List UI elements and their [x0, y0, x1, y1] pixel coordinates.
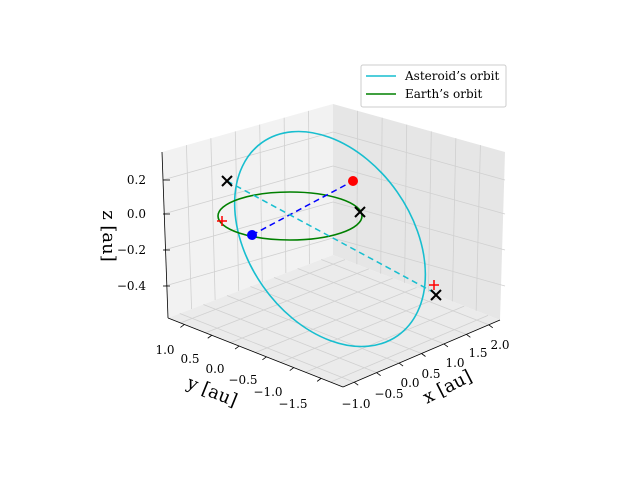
floor-grid-line [305, 305, 465, 373]
floor-grid-line [280, 296, 441, 363]
right-wall-grid-line [380, 117, 383, 274]
left-wall-grid-line [283, 117, 287, 274]
x-tick [353, 381, 359, 386]
floor-grid-line [330, 314, 489, 383]
right-wall-grid-line [451, 138, 457, 302]
legend-label-asteroid: Asteroid’s orbit [404, 69, 499, 83]
right-wall-grid-line [356, 110, 358, 265]
left-wall-grid-line [186, 145, 192, 310]
asteroid-orbit-line [233, 130, 427, 348]
floor-grid-line [297, 268, 467, 335]
legend-box [360, 64, 507, 108]
floor-grid-line [255, 287, 417, 353]
grid-lines [162, 110, 506, 383]
x-marker [221, 175, 233, 187]
z-tick-label: −0.2 [117, 243, 146, 257]
plus-marker [217, 216, 227, 226]
z-tick-label: 0.0 [127, 207, 146, 221]
orbit-markers [217, 175, 442, 301]
x-marker [430, 289, 442, 301]
plus-marker [429, 280, 439, 290]
x-tick-label: −1.0 [341, 397, 370, 411]
earth-asteroid-dashed-line [251, 180, 354, 236]
x-tick [443, 343, 449, 348]
back-pane-left [162, 104, 333, 318]
y-tick [180, 324, 185, 328]
y-tick [207, 334, 212, 339]
left-wall-grid-line [259, 124, 263, 283]
y-tick-label: −1.0 [253, 385, 282, 399]
asteroid-position-point [348, 176, 358, 186]
y-tick-label: 0.5 [180, 352, 199, 366]
y-axis-line [167, 317, 344, 388]
right-wall-grid-line [428, 131, 432, 293]
z-axis-label: z [au] [98, 210, 119, 262]
floor-grid-line [321, 259, 489, 326]
z-tick-label: 0.2 [127, 173, 146, 187]
z-grid-line [332, 131, 506, 181]
left-wall-grid-line [234, 131, 240, 292]
legend-label-earth: Earth’s orbit [405, 87, 482, 101]
x-tick-label: 1.0 [445, 356, 464, 370]
x-marker [354, 206, 366, 218]
y-tick [289, 367, 295, 371]
y-tick [234, 345, 240, 350]
tick-labels: −1.0−0.50.00.51.01.52.01.00.50.0−0.5−1.0… [117, 173, 510, 411]
y-tick-label: −0.5 [228, 373, 257, 387]
x-tick-label: −0.5 [374, 387, 403, 401]
earth-position-point [247, 230, 257, 240]
z-grid-line [332, 237, 506, 287]
x-tick [376, 372, 381, 376]
x-tick [398, 362, 404, 367]
x-tick-label: 1.5 [468, 346, 487, 360]
earth-orbit-line [217, 191, 363, 241]
y-tick-label: 0.0 [205, 362, 224, 376]
x-tick [488, 324, 494, 329]
z-grid-line [163, 165, 334, 215]
orbit-curves [217, 130, 436, 348]
floor-grid-line [273, 277, 445, 345]
z-grid-line [332, 165, 506, 215]
right-wall-grid-line [404, 124, 408, 283]
y-tick [262, 356, 267, 361]
x-tick [466, 334, 471, 338]
left-wall-grid-line [210, 138, 216, 301]
y-tick-label: −1.5 [278, 397, 307, 411]
y-tick-label: 1.0 [155, 343, 174, 357]
x-tick [421, 353, 426, 357]
x-tick-label: 0.0 [400, 376, 419, 390]
back-pane-right [333, 104, 505, 320]
x-tick-label: 2.0 [490, 338, 509, 352]
y-tick [316, 378, 322, 382]
x-tick-label: 0.5 [421, 367, 440, 381]
z-tick-label: −0.4 [117, 279, 147, 293]
z-grid-line [163, 201, 334, 251]
legend: Asteroid’s orbit Earth’s orbit [360, 64, 507, 108]
